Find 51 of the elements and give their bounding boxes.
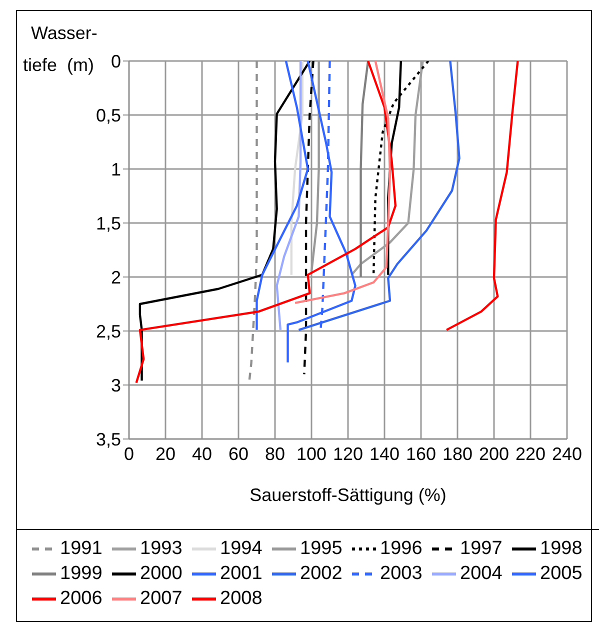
- x-tick-label: 40: [192, 444, 212, 464]
- y-tick-label: 2: [110, 267, 121, 288]
- line-series: [135, 61, 397, 384]
- x-tick-label: 200: [478, 444, 510, 464]
- line-series: [294, 61, 392, 304]
- legend-label: 1994: [220, 538, 262, 560]
- legend-label: 2000: [140, 562, 182, 584]
- line-series: [290, 61, 304, 276]
- x-tick-label: 160: [406, 444, 436, 464]
- y-tick-label: 3,5: [96, 429, 121, 450]
- legend-label: 2008: [220, 588, 262, 610]
- legend-label: 1997: [460, 538, 502, 560]
- legend-label: 1999: [60, 562, 102, 584]
- legend-label: 1991: [60, 538, 102, 560]
- legend-label: 1998: [540, 538, 582, 560]
- y-tick-label: 1: [110, 159, 121, 180]
- line-series: [256, 61, 309, 332]
- legend-label: 2005: [540, 562, 582, 584]
- x-tick-label: 100: [296, 444, 327, 464]
- line-series: [372, 61, 430, 276]
- x-tick-label: 0: [124, 444, 134, 464]
- legend-label: 2002: [300, 562, 342, 584]
- x-tick-label: 120: [332, 444, 364, 464]
- legend-label: 2006: [60, 588, 102, 610]
- x-axis-title: Sauerstoff-Sättigung (%): [250, 485, 446, 505]
- y-axis-title: Wasser- tiefe (m): [23, 23, 98, 75]
- line-series: [276, 61, 302, 332]
- line-series: [138, 61, 311, 382]
- line-series: [286, 61, 356, 364]
- x-tick-label: 140: [369, 444, 400, 464]
- legend-label: 1996: [380, 538, 422, 560]
- x-tick-label: 240: [552, 444, 582, 464]
- y-tick-label: 0: [110, 51, 121, 72]
- line-series: [445, 61, 519, 332]
- line-series: [298, 61, 460, 332]
- legend-label: 2007: [140, 588, 182, 610]
- x-tick-label: 80: [264, 444, 286, 464]
- y-tick-label: 1,5: [96, 213, 121, 234]
- line-series: [360, 61, 370, 278]
- legend-label: 1993: [140, 538, 182, 560]
- y-tick-label: 0,5: [96, 105, 121, 126]
- y-tick-label: 2,5: [96, 321, 121, 342]
- legend-label: 2003: [380, 562, 422, 584]
- x-tick-label: 220: [515, 444, 546, 464]
- legend-label: 2001: [220, 562, 262, 584]
- x-tick-label: 180: [442, 444, 473, 464]
- legend-label: 2004: [460, 562, 502, 584]
- x-tick-label: 20: [155, 444, 176, 464]
- legend-label: 1995: [300, 538, 342, 560]
- y-tick-label: 3: [110, 375, 121, 396]
- x-tick-label: 60: [228, 444, 249, 464]
